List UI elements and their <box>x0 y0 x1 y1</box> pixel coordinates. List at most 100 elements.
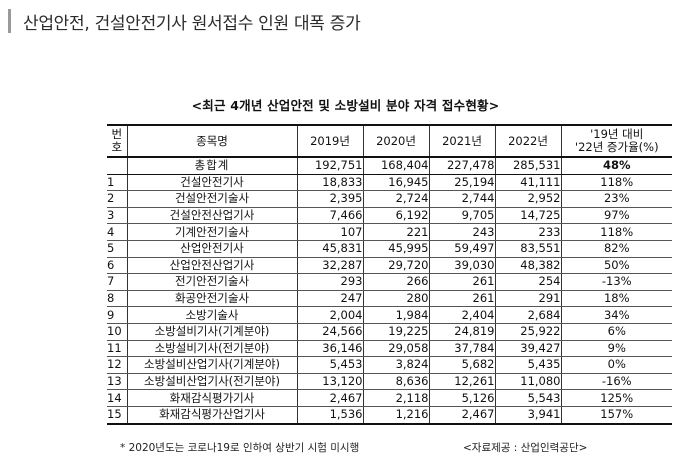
cell-name: 소방설비기사(기계분야) <box>126 323 297 341</box>
cell-name: 전기안전기술사 <box>126 273 297 291</box>
cell-2019: 32,287 <box>296 257 363 275</box>
total-2021: 227,478 <box>428 157 495 175</box>
cell-no: 2 <box>107 190 127 208</box>
cell-rate: 82% <box>560 240 672 258</box>
header-name: 종목명 <box>126 124 297 158</box>
cell-2020: 1,216 <box>362 406 429 425</box>
cell-rate: 125% <box>560 389 672 407</box>
cell-2021: 59,497 <box>428 240 495 258</box>
header-2021: 2021년 <box>428 124 495 158</box>
cell-no: 13 <box>107 373 127 391</box>
cell-2021: 5,126 <box>428 389 495 407</box>
cell-2019: 36,146 <box>296 340 363 358</box>
cell-2020: 2,118 <box>362 389 429 407</box>
table-row: 9 소방기술사 2,004 1,984 2,404 2,684 34% <box>107 306 672 324</box>
cell-2022: 254 <box>494 273 561 291</box>
cell-2022: 233 <box>494 223 561 241</box>
cell-2022: 41,111 <box>494 174 561 192</box>
table-row: 2 건설안전기술사 2,395 2,724 2,744 2,952 23% <box>107 190 672 208</box>
cell-name: 건설안전산업기사 <box>126 207 297 225</box>
cell-2021: 12,261 <box>428 373 495 391</box>
cell-no: 8 <box>107 290 127 308</box>
header-row: 번 호 종목명 2019년 2020년 2021년 2022년 '19년 대비 … <box>107 124 672 158</box>
cell-2020: 45,995 <box>362 240 429 258</box>
cell-name: 화공안전기술사 <box>126 290 297 308</box>
header-2019: 2019년 <box>296 124 363 158</box>
cell-2021: 37,784 <box>428 340 495 358</box>
cell-rate: 23% <box>560 190 672 208</box>
cell-2020: 2,724 <box>362 190 429 208</box>
cell-2020: 266 <box>362 273 429 291</box>
table-row: 13 소방설비산업기사(전기분야) 13,120 8,636 12,261 11,080-… <box>107 373 672 391</box>
cell-2021: 39,030 <box>428 257 495 275</box>
cell-2019: 7,466 <box>296 207 363 225</box>
cell-name: 소방기술사 <box>126 306 297 324</box>
total-2022: 285,531 <box>494 157 561 175</box>
cell-2022: 291 <box>494 290 561 308</box>
total-rate: 48% <box>560 157 672 175</box>
header-2020: 2020년 <box>362 124 429 158</box>
cell-2019: 45,831 <box>296 240 363 258</box>
table-row: 14 화재감식평가기사 2,467 2,118 5,126 5,543 125% <box>107 389 672 407</box>
cell-rate: 157% <box>560 406 672 425</box>
cell-no: 3 <box>107 207 127 225</box>
cell-2021: 261 <box>428 273 495 291</box>
table-row: 7 전기안전기술사 293 266 261 254 -13% <box>107 273 672 291</box>
cell-2019: 5,453 <box>296 356 363 374</box>
cell-no: 7 <box>107 273 127 291</box>
cell-2020: 19,225 <box>362 323 429 341</box>
cell-2021: 9,705 <box>428 207 495 225</box>
cell-no: 1 <box>107 174 127 192</box>
cell-2020: 1,984 <box>362 306 429 324</box>
table-row: 11 소방설비기사(전기분야) 36,146 29,058 37,784 39,427 9% <box>107 340 672 358</box>
cell-name: 산업안전기사 <box>126 240 297 258</box>
cell-name: 산업안전산업기사 <box>126 257 297 275</box>
cell-2020: 3,824 <box>362 356 429 374</box>
cell-2019: 293 <box>296 273 363 291</box>
cell-2019: 247 <box>296 290 363 308</box>
cell-2020: 8,636 <box>362 373 429 391</box>
cell-2019: 2,395 <box>296 190 363 208</box>
header-no-line1: 번 <box>111 127 123 141</box>
cell-no: 6 <box>107 257 127 275</box>
table-caption: <최근 4개년 산업안전 및 소방설비 분야 자격 접수현황> <box>191 98 500 113</box>
cell-2020: 29,058 <box>362 340 429 358</box>
cell-name: 기계안전기술사 <box>126 223 297 241</box>
cell-2022: 5,435 <box>494 356 561 374</box>
table-row: 5 산업안전기사 45,831 45,995 59,497 83,551 82% <box>107 240 672 258</box>
cell-name: 건설안전기사 <box>126 174 297 192</box>
cell-name: 화재감식평가기사 <box>126 389 297 407</box>
total-2019: 192,751 <box>296 157 363 175</box>
header-no-line2: 호 <box>111 140 123 154</box>
cell-2021: 2,744 <box>428 190 495 208</box>
title-block: 산업안전, 건설안전기사 원서접수 인원 대폭 증가 <box>8 8 361 34</box>
header-rate: '19년 대비 '22년 증가율(%) <box>560 124 672 158</box>
cell-2019: 2,467 <box>296 389 363 407</box>
cell-rate: 0% <box>560 356 672 374</box>
cell-rate: 97% <box>560 207 672 225</box>
cell-no: 10 <box>107 323 127 341</box>
page-title: 산업안전, 건설안전기사 원서접수 인원 대폭 증가 <box>23 13 361 34</box>
table-row: 6 산업안전산업기사 32,287 29,720 39,030 48,382 50% <box>107 257 672 275</box>
cell-2019: 107 <box>296 223 363 241</box>
table-row: 4 기계안전기술사 107 221 243 233 118% <box>107 223 672 241</box>
cell-rate: 118% <box>560 223 672 241</box>
cell-2021: 2,404 <box>428 306 495 324</box>
cell-no: 15 <box>107 406 127 425</box>
total-row: 총합계 192,751 168,404 227,478 285,531 48% <box>107 157 672 175</box>
table-row: 15 화재감식평가산업기사 1,536 1,216 2,467 3,941 157% <box>107 406 672 425</box>
cell-2022: 39,427 <box>494 340 561 358</box>
cell-2021: 24,819 <box>428 323 495 341</box>
table-row: 8 화공안전기술사 247 280 261 291 18% <box>107 290 672 308</box>
cell-name: 소방설비산업기사(전기분야) <box>126 373 297 391</box>
table-row: 3 건설안전산업기사 7,466 6,192 9,705 14,725 97% <box>107 207 672 225</box>
cell-2022: 11,080 <box>494 373 561 391</box>
cell-2022: 48,382 <box>494 257 561 275</box>
cell-no: 12 <box>107 356 127 374</box>
cell-2019: 24,566 <box>296 323 363 341</box>
cell-2022: 25,922 <box>494 323 561 341</box>
cell-2019: 13,120 <box>296 373 363 391</box>
header-rate-line1: '19년 대비 <box>590 127 644 141</box>
source-credit: <자료제공 : 산업인력공단> <box>463 442 588 454</box>
cell-2021: 243 <box>428 223 495 241</box>
